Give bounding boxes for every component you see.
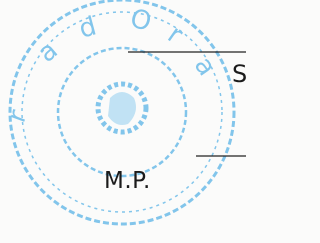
svg-text:r: r: [2, 106, 34, 127]
document-crop: r a d O r a S M.P.: [0, 0, 246, 243]
signature-label: S: [232, 60, 247, 88]
stamp-emblem-fill: [108, 92, 136, 125]
svg-text:r: r: [162, 19, 188, 50]
stamp-label: M.P.: [104, 168, 151, 194]
svg-text:a: a: [32, 35, 63, 68]
svg-text:O: O: [127, 4, 155, 38]
svg-text:a: a: [188, 51, 222, 81]
stamp-graphics: r a d O r a: [0, 0, 246, 243]
svg-text:d: d: [76, 11, 100, 44]
